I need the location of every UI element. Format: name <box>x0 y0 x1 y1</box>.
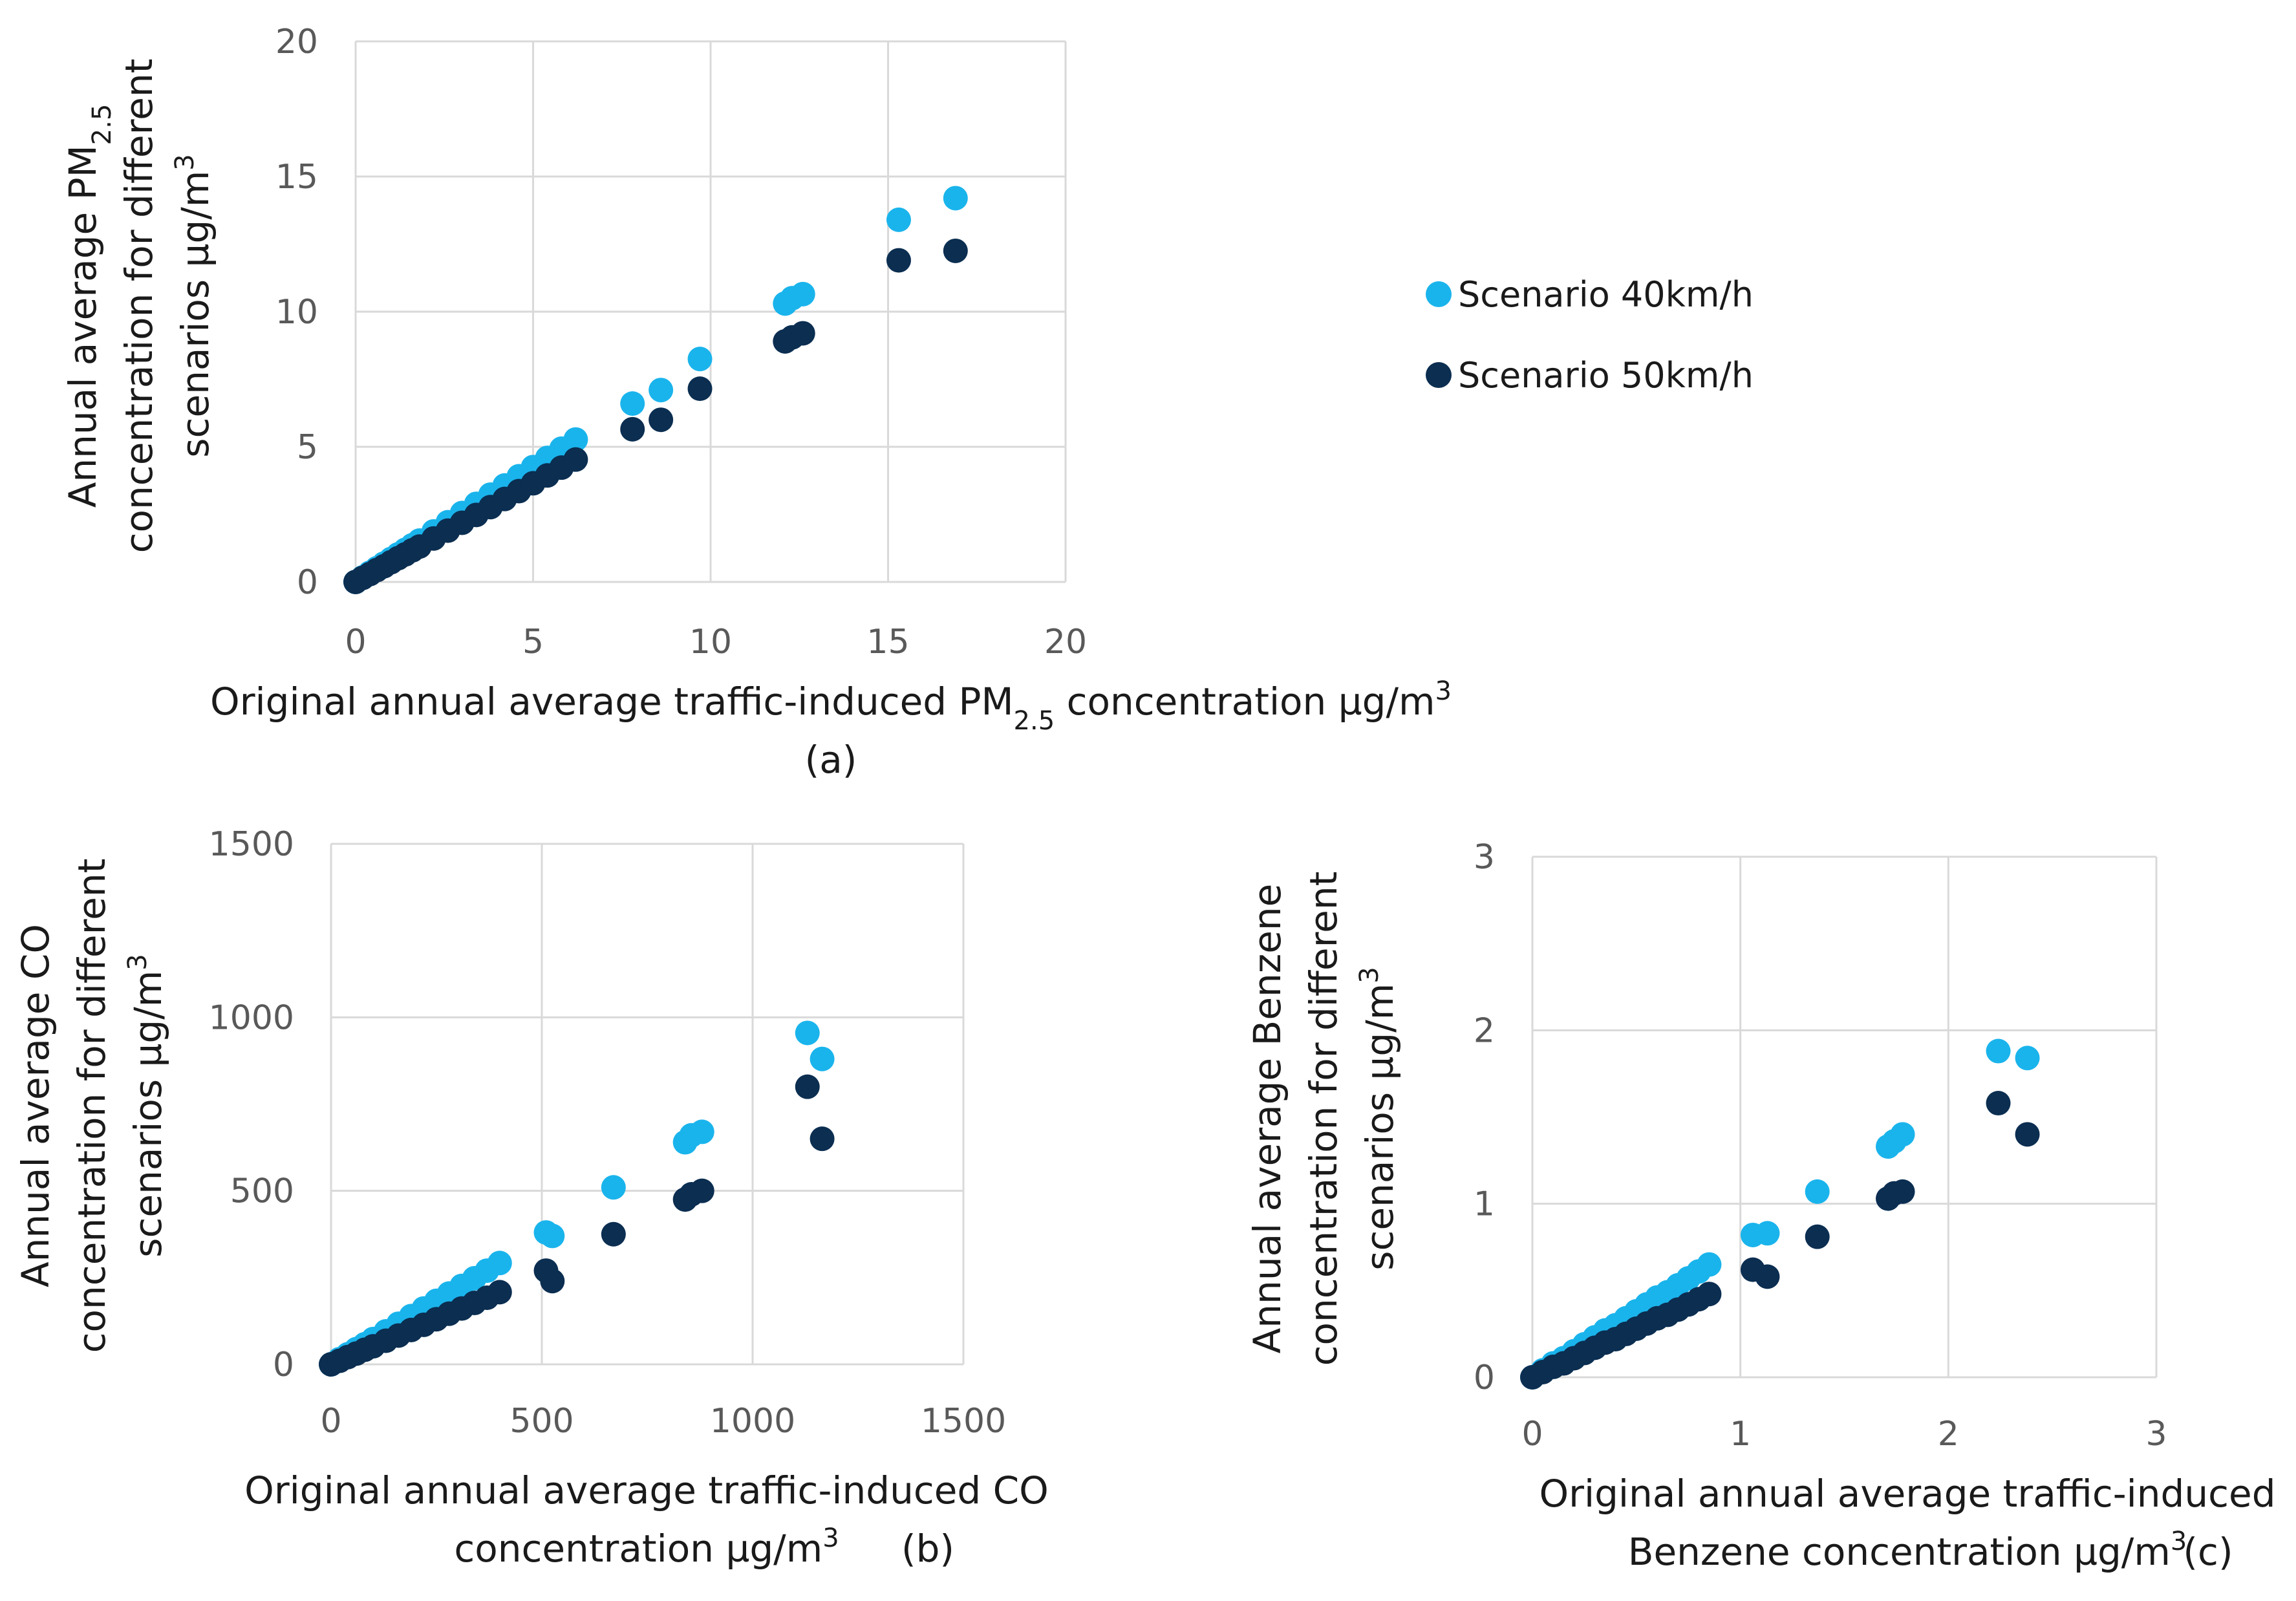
x-tick-label: 1500 <box>921 1402 1006 1441</box>
series-s50 <box>1520 1091 2040 1390</box>
y-axis-label: concentration for different <box>70 859 114 1353</box>
data-point <box>687 376 713 402</box>
y-axis-label: Annual average PM2.5 <box>61 104 117 508</box>
data-point <box>1890 1179 1915 1204</box>
gridlines <box>354 40 1067 583</box>
data-point <box>790 321 815 346</box>
data-point <box>620 391 645 416</box>
y-tick-label: 0 <box>1474 1359 1495 1397</box>
legend-label-s50: Scenario 50km/h <box>1458 355 1754 396</box>
data-point <box>795 1074 820 1099</box>
data-point <box>563 447 588 472</box>
y-axis-label: Annual average CO <box>14 924 58 1287</box>
x-axis-label: Original annual average traffic-induced … <box>244 1468 1049 1512</box>
chart-panel-a: 0 5 10 15 20 0 5 10 15 20 Original annual average … <box>61 23 1452 782</box>
y-axis-label: scenarios µg/m3 <box>1355 967 1402 1270</box>
gridlines <box>330 843 965 1366</box>
y-tick-label: 20 <box>275 23 318 61</box>
y-tick-label: 3 <box>1474 838 1495 877</box>
data-point <box>689 1119 714 1144</box>
data-point <box>1697 1252 1722 1277</box>
data-point <box>2015 1046 2040 1071</box>
y-axis-label: Annual average Benzene <box>1245 884 1289 1354</box>
x-tick-label: 0 <box>320 1402 341 1441</box>
data-point <box>687 347 713 372</box>
y-tick-label: 0 <box>297 563 318 602</box>
x-axis-label: Benzene concentration µg/m3 <box>1628 1527 2187 1574</box>
y-tick-label: 1500 <box>209 825 294 864</box>
y-axis-label: concentration for different <box>117 59 161 553</box>
panel-label: (b) <box>901 1527 954 1571</box>
data-point <box>886 248 911 273</box>
data-point <box>620 416 645 442</box>
series-s50 <box>319 1074 835 1377</box>
data-point <box>1805 1179 1830 1204</box>
x-axis-label: concentration µg/m3 <box>454 1523 839 1571</box>
legend-marker-s50 <box>1426 362 1452 388</box>
data-point <box>1890 1122 1915 1147</box>
data-point <box>540 1269 565 1294</box>
x-axis-label: Original annual average traffic-induced … <box>210 676 1452 736</box>
legend-marker-s40 <box>1426 281 1452 307</box>
y-tick-label: 5 <box>297 428 318 467</box>
data-point <box>795 1020 820 1046</box>
legend: Scenario 40km/h Scenario 50km/h <box>1426 274 1754 396</box>
data-point <box>601 1175 626 1200</box>
y-tick-label: 1 <box>1474 1185 1495 1224</box>
y-tick-label: 2 <box>1474 1011 1495 1050</box>
panel-label: (c) <box>2183 1530 2233 1574</box>
data-point <box>810 1046 835 1071</box>
x-axis-label: Original annual average traffic-induced <box>1539 1472 2275 1516</box>
data-point <box>810 1126 835 1152</box>
x-tick-label: 20 <box>1044 623 1087 661</box>
data-point <box>943 238 968 263</box>
data-point <box>487 1251 512 1276</box>
y-tick-label: 10 <box>275 293 318 332</box>
data-point <box>1986 1038 2011 1064</box>
y-axis-label: scenarios µg/m3 <box>123 954 170 1257</box>
data-point <box>2015 1122 2040 1147</box>
x-tick-label: 0 <box>345 623 366 661</box>
y-axis-label: scenarios µg/m3 <box>170 154 217 457</box>
data-point <box>601 1221 626 1247</box>
y-tick-label: 500 <box>230 1172 294 1211</box>
panel-label: (a) <box>805 738 857 782</box>
chart-panel-c: 0 1 2 3 0 1 2 3 Original annual average traffic-… <box>1245 838 2276 1574</box>
chart-panel-b: 0 500 1000 1500 0 500 1000 1500 Original annual … <box>14 825 1049 1571</box>
data-point <box>649 378 674 403</box>
x-tick-label: 1 <box>1730 1415 1751 1454</box>
data-point <box>790 281 815 306</box>
y-tick-label: 1000 <box>209 998 294 1037</box>
data-point <box>689 1178 714 1203</box>
data-point <box>1697 1282 1722 1307</box>
x-tick-label: 10 <box>689 623 732 661</box>
legend-label-s40: Scenario 40km/h <box>1458 274 1754 315</box>
data-point <box>943 186 968 211</box>
x-tick-label: 500 <box>510 1402 574 1441</box>
data-point <box>649 407 674 433</box>
data-point <box>540 1223 565 1249</box>
data-point <box>487 1280 512 1305</box>
data-point <box>1755 1264 1780 1289</box>
data-point <box>563 427 588 452</box>
data-point <box>1986 1091 2011 1116</box>
gridlines <box>1531 855 2158 1379</box>
x-tick-label: 5 <box>522 623 544 661</box>
x-tick-label: 15 <box>866 623 909 661</box>
y-tick-label: 15 <box>275 158 318 197</box>
data-point <box>886 207 911 232</box>
x-tick-label: 0 <box>1521 1415 1543 1454</box>
series-s40 <box>319 1020 835 1377</box>
x-tick-label: 2 <box>1938 1415 1959 1454</box>
x-tick-label: 1000 <box>710 1402 795 1441</box>
y-tick-label: 0 <box>273 1346 294 1384</box>
data-point <box>1805 1224 1830 1249</box>
x-tick-label: 3 <box>2145 1415 2167 1454</box>
y-axis-label: concentration for different <box>1302 872 1346 1366</box>
series-s50 <box>343 238 968 594</box>
data-point <box>1755 1221 1780 1246</box>
